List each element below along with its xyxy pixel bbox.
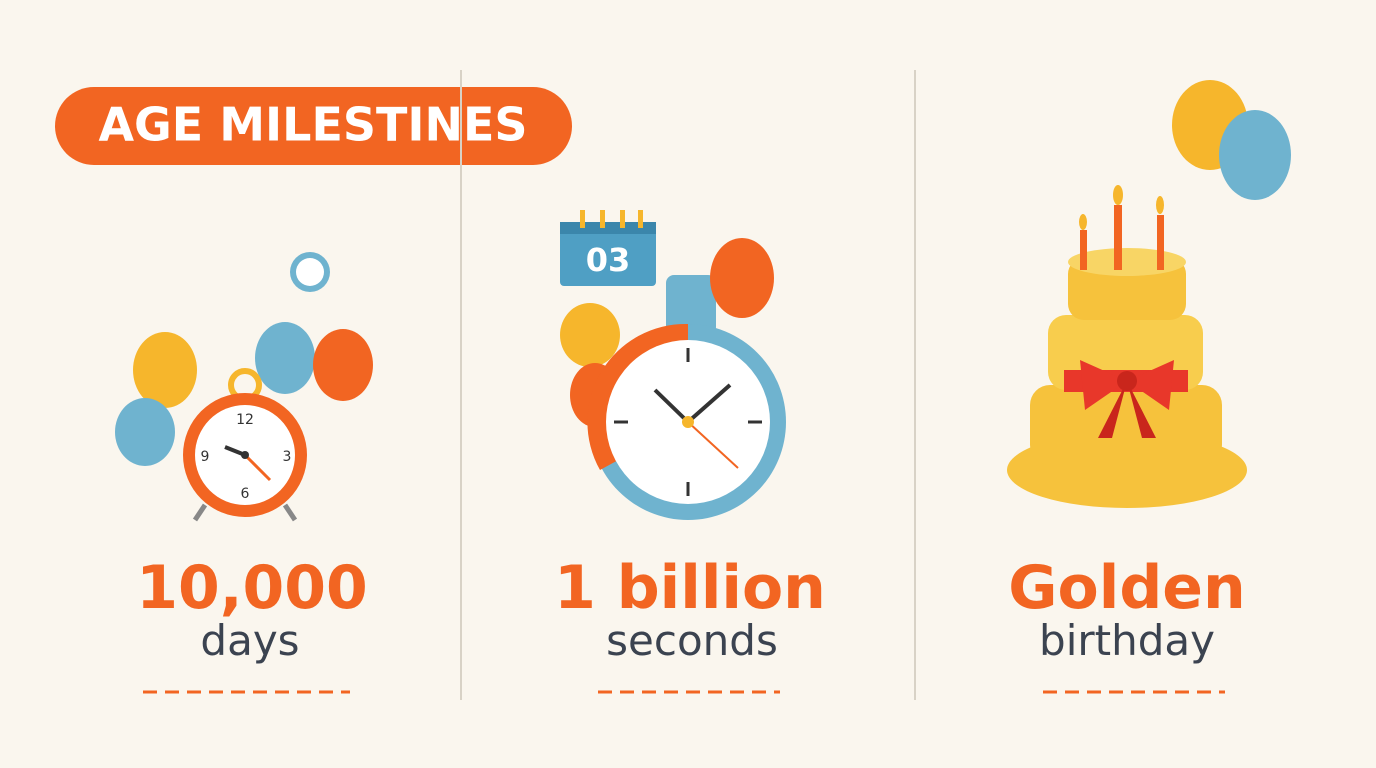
title: AGE MILESTINES <box>98 98 527 152</box>
clock-number: 12 <box>236 412 254 428</box>
milestone-subline: seconds <box>606 616 778 665</box>
clock-number: 3 <box>283 449 292 465</box>
milestone-headline: 1 billion <box>554 553 826 623</box>
clock-number: 6 <box>241 486 250 502</box>
clock-number: 9 <box>201 449 210 465</box>
calendar-date: 03 <box>586 241 631 279</box>
clock-illustration: 03 <box>560 210 786 520</box>
milestone-headline: 10,000 <box>136 553 368 623</box>
milestone-subline: days <box>200 616 299 665</box>
milestone-subline: birthday <box>1039 616 1215 665</box>
cake-illustration <box>1007 80 1291 508</box>
milestone-headline: Golden <box>1008 553 1245 623</box>
title-pill <box>55 87 572 165</box>
alarm-clock-illustration: 12 3 6 9 <box>115 252 373 522</box>
